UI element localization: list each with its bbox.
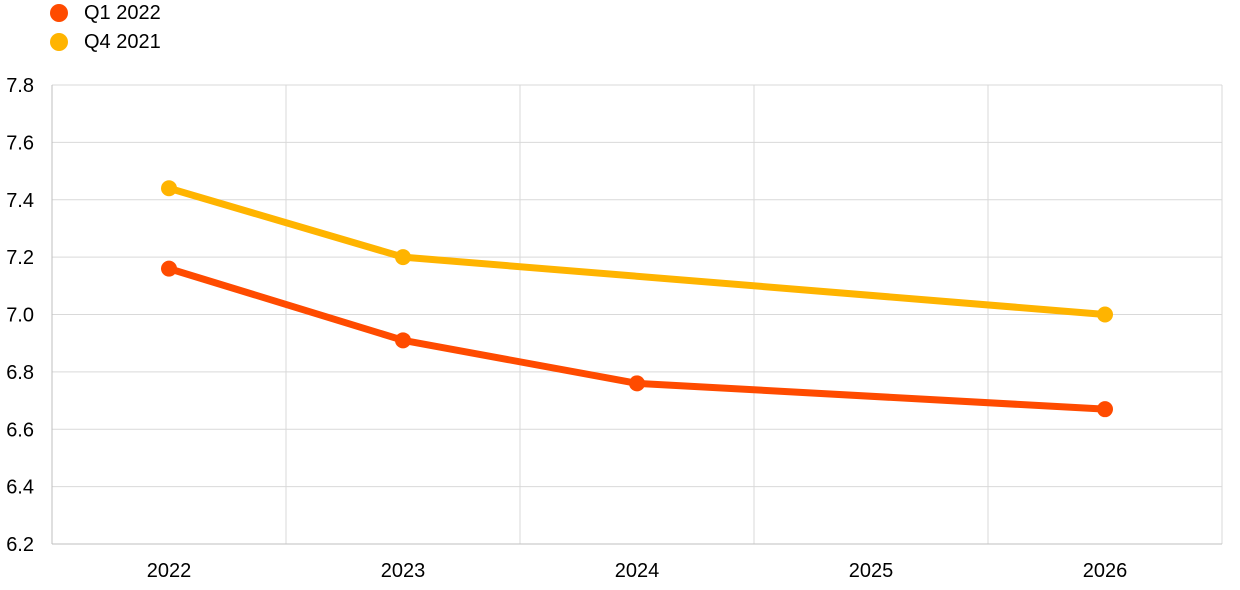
legend-label-q4-2021: Q4 2021 [84,30,161,53]
series-group [161,180,1113,418]
y-tick-label: 6.6 [6,419,34,441]
series-line-q4-2021 [165,184,1109,318]
axes: 6.2 6.4 6.6 6.8 7.0 7.2 7.4 7.6 7.8 2022 2023 2024 2… [6,75,1222,582]
y-tick-label: 7.4 [6,190,34,212]
x-tick-label: 2026 [1083,560,1128,582]
legend-marker-q4-2021 [50,33,68,51]
data-point-q1-2022 [161,260,177,277]
y-tick-label: 7.6 [6,132,34,154]
data-point-q1-2022 [1097,401,1113,418]
data-point-q1-2022 [395,332,411,349]
data-point-q4-2021 [1097,306,1113,323]
data-point-q4-2021 [161,180,177,197]
y-tick-label: 7.8 [6,75,34,97]
y-tick-label: 6.8 [6,362,34,384]
grid [52,84,1223,544]
x-tick-label: 2022 [147,560,192,582]
x-tick-label: 2024 [615,560,660,582]
y-tick-label: 7.0 [6,305,34,327]
y-tick-label: 6.4 [6,477,34,499]
data-point-q1-2022 [629,375,645,392]
x-tick-label: 2023 [381,560,426,582]
legend-item-q1-2022: Q1 2022 [50,0,161,26]
legend-item-q4-2021: Q4 2021 [50,29,161,55]
y-tick-label: 7.2 [6,247,34,269]
series-line-q1-2022 [165,265,1109,413]
x-tick-label: 2025 [849,560,894,582]
legend-label-q1-2022: Q1 2022 [84,1,161,24]
data-point-q4-2021 [395,249,411,266]
legend-marker-q1-2022 [50,4,68,22]
y-tick-label: 6.2 [6,534,34,556]
